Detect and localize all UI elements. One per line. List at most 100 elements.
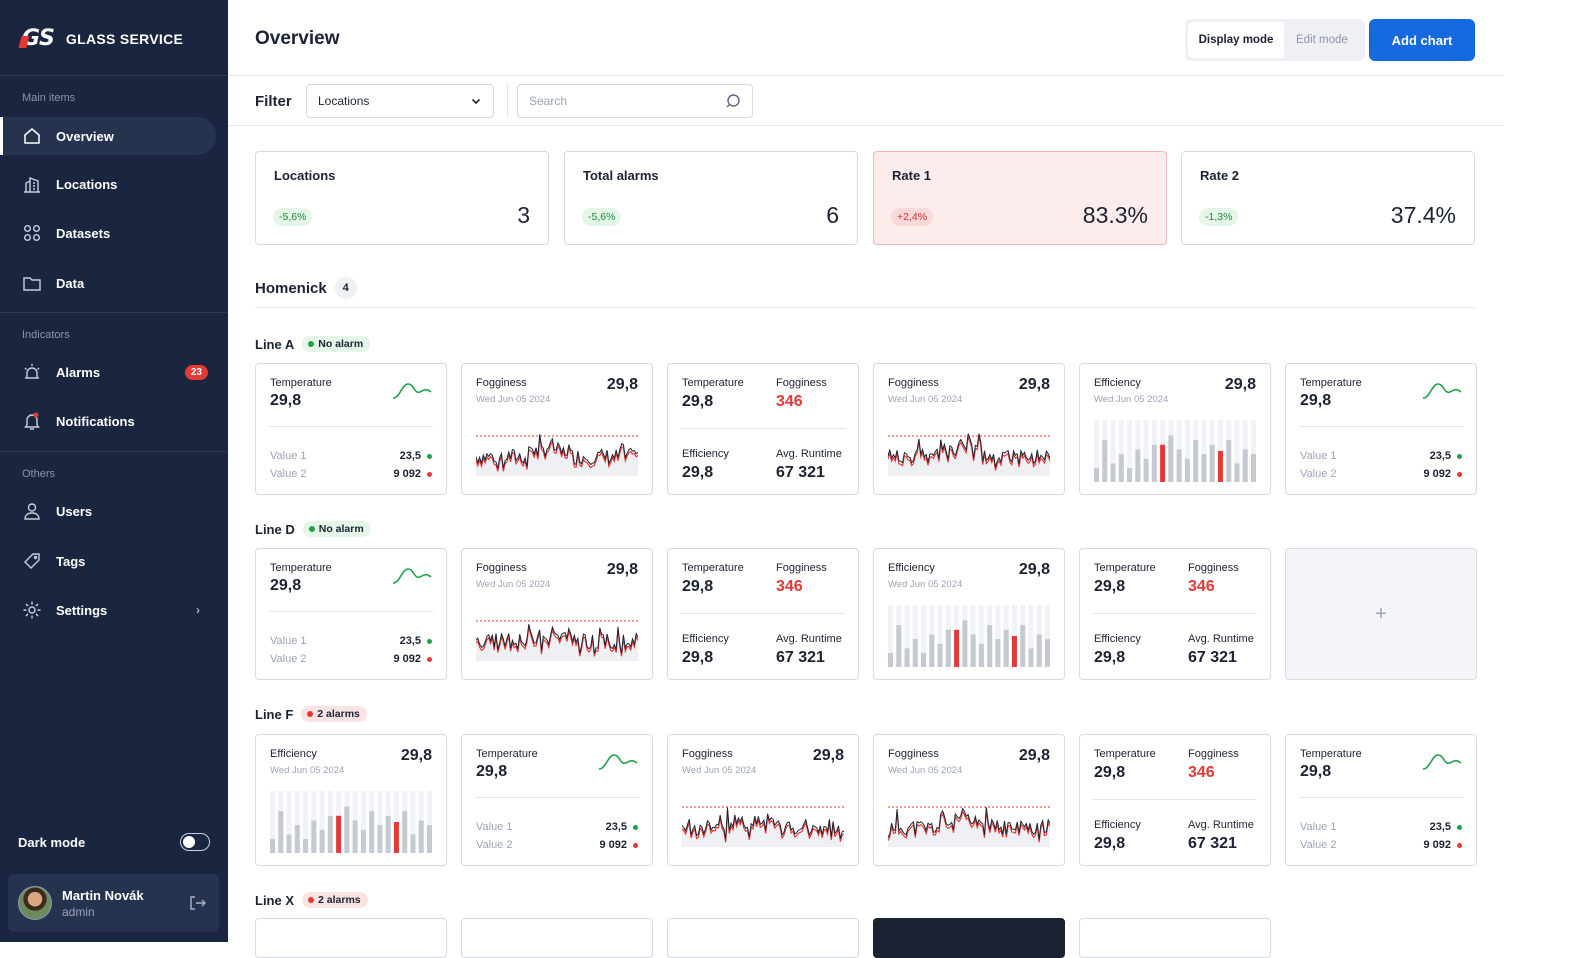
status-dot-red — [633, 842, 638, 848]
sidebar-item-users[interactable]: Users — [0, 492, 216, 530]
user-name: Martin Novák — [62, 887, 144, 903]
card-value: 29,8 — [476, 763, 508, 780]
brand-name: GLASS SERVICE — [65, 30, 184, 47]
avg-runtime-value: 67 321 — [776, 649, 825, 666]
efficiency-card[interactable]: Efficiency Wed Jun 05 2024 29,8 — [873, 548, 1065, 680]
trend-line — [1422, 383, 1462, 399]
section-main-items: Main items — [22, 92, 76, 104]
sidebar-item-notifications[interactable]: Notifications — [0, 402, 216, 440]
display-mode-button[interactable]: Display mode — [1188, 22, 1284, 58]
temperature-card[interactable]: Temperature 29,8 Value 1 Value 2 23,5 9 092 — [461, 734, 653, 866]
card-value: 29,8 — [1224, 376, 1256, 393]
value2-label: Value 2 — [1300, 468, 1337, 480]
plus-icon: + — [1375, 602, 1387, 625]
stat-card[interactable]: Rate 2 -1,3% 37.4% — [1181, 151, 1475, 245]
bar-background — [1028, 605, 1034, 667]
bar — [1226, 440, 1232, 482]
sidebar-item-overview[interactable]: Overview — [0, 117, 216, 155]
stat-card[interactable]: Total alarms -5,6% 6 — [564, 151, 858, 245]
summary-card[interactable]: Temperature 29,8 Fogginess 346 Efficiency 29,… — [667, 363, 859, 495]
fogginess-card[interactable]: Fogginess Wed Jun 05 2024 29,8 — [873, 363, 1065, 495]
user-card[interactable]: Martin Novák admin — [8, 874, 219, 932]
stat-value: 3 — [517, 202, 530, 228]
value2-text: 9 092 — [393, 468, 421, 480]
divider — [681, 428, 845, 429]
bar — [995, 639, 1001, 667]
temperature-card[interactable]: Temperature 29,8 Value 1 Value 2 23,5 9 092 — [1285, 363, 1477, 495]
fogginess-card[interactable]: Fogginess Wed Jun 05 2024 29,8 — [461, 363, 653, 495]
brand[interactable]: GS GLASS SERVICE — [22, 26, 183, 51]
sidebar-item-alarms[interactable]: Alarms 23 — [0, 353, 216, 391]
add-chart-button[interactable]: Add chart — [1369, 19, 1475, 61]
avg-runtime-label: Avg. Runtime — [1188, 819, 1254, 831]
temperature-card[interactable]: Temperature 29,8 Value 1 Value 2 23,5 9 092 — [1285, 734, 1477, 866]
series-line-red — [888, 436, 1050, 471]
bar-background — [1184, 420, 1190, 482]
sidebar-item-locations[interactable]: Locations — [0, 165, 216, 203]
user-icon — [24, 503, 40, 520]
fogginess-card[interactable]: Fogginess Wed Jun 05 2024 29,8 — [667, 734, 859, 866]
status-text: No alarm — [318, 338, 364, 350]
bar — [427, 825, 432, 853]
status-dot-red — [1457, 842, 1462, 848]
card-value: 29,8 — [1018, 561, 1050, 578]
series-line-dark — [682, 807, 844, 840]
locations-select[interactable]: Locations — [306, 84, 494, 118]
avg-runtime-label: Avg. Runtime — [1188, 633, 1254, 645]
card-title: Temperature — [270, 562, 332, 574]
efficiency-label: Efficiency — [1094, 819, 1141, 831]
logout-icon[interactable] — [187, 893, 207, 913]
bar — [937, 643, 943, 667]
fogginess-label: Fogginess — [1188, 562, 1239, 574]
sidebar-item-tags[interactable]: Tags — [0, 542, 216, 580]
dark-mode-toggle[interactable] — [180, 833, 210, 851]
line-name: Line X — [255, 892, 295, 908]
fogginess-card[interactable]: Fogginess Wed Jun 05 2024 29,8 — [873, 734, 1065, 866]
summary-card[interactable]: Temperature 29,8 Fogginess 346 Efficiency 29,… — [1079, 548, 1271, 680]
stat-card[interactable]: Rate 1 +2,4% 83.3% — [873, 151, 1167, 245]
divider — [269, 611, 433, 612]
bar — [1176, 449, 1182, 482]
bar — [1234, 463, 1240, 482]
efficiency-card[interactable]: Efficiency Wed Jun 05 2024 29,8 — [255, 734, 447, 866]
bar-background — [888, 605, 893, 667]
value1-label: Value 1 — [270, 635, 307, 647]
widget-card[interactable] — [461, 918, 653, 958]
bar — [1201, 454, 1207, 482]
widget-card-dark[interactable] — [873, 918, 1065, 958]
fogginess-card[interactable]: Fogginess Wed Jun 05 2024 29,8 — [461, 548, 653, 680]
bar — [303, 839, 309, 853]
bar — [962, 620, 968, 667]
grid-dots-icon — [24, 225, 40, 241]
series-line-red — [476, 437, 638, 472]
change-badge: +2,4% — [891, 208, 934, 226]
status-badge: 2 alarms — [301, 706, 367, 722]
trend-sparkline — [598, 754, 638, 770]
summary-card[interactable]: Temperature 29,8 Fogginess 346 Efficiency 29,… — [667, 548, 859, 680]
temperature-card[interactable]: Temperature 29,8 Value 1 Value 2 23,5 9 092 — [255, 548, 447, 680]
widget-card[interactable] — [667, 918, 859, 958]
card-title: Fogginess — [476, 562, 527, 574]
sidebar-item-data[interactable]: Data — [0, 264, 216, 302]
add-widget-button[interactable]: + — [1285, 548, 1477, 680]
bar — [319, 829, 325, 853]
summary-card[interactable]: Temperature 29,8 Fogginess 346 Efficiency 29,… — [1079, 734, 1271, 866]
bell-icon — [24, 412, 40, 430]
widget-card[interactable] — [255, 918, 447, 958]
sidebar-item-datasets[interactable]: Datasets — [0, 214, 216, 252]
efficiency-card[interactable]: Efficiency Wed Jun 05 2024 29,8 — [1079, 363, 1271, 495]
bar — [987, 625, 993, 667]
bar-background — [1045, 605, 1050, 667]
status-dot-red — [427, 656, 432, 662]
edit-mode-button[interactable]: Edit mode — [1296, 34, 1348, 46]
search-placeholder: Search — [529, 94, 568, 108]
sidebar-item-settings[interactable]: Settings › — [0, 591, 216, 629]
divider — [681, 613, 845, 614]
widget-card[interactable] — [1079, 918, 1271, 958]
status-badge: 2 alarms — [302, 892, 368, 908]
search-input[interactable]: Search — [517, 84, 753, 118]
temperature-card[interactable]: Temperature 29,8 Value 1 Value 2 23,5 9 092 — [255, 363, 447, 495]
efficiency-bar-chart — [888, 605, 1050, 667]
stat-card[interactable]: Locations -5,6% 3 — [255, 151, 549, 245]
divider — [1093, 613, 1257, 614]
